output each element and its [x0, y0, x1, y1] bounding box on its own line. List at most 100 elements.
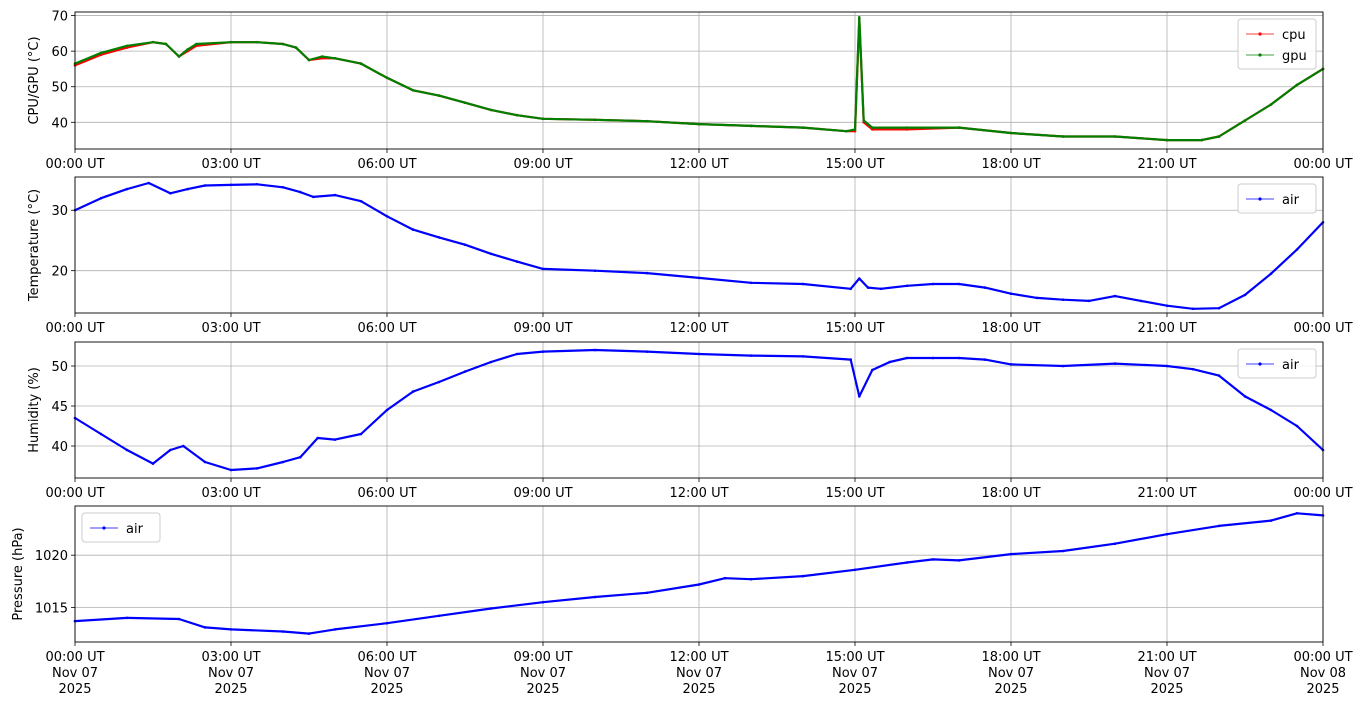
x-tick-label: 09:00 UT Nov 07 2025	[513, 650, 572, 697]
data-point-air	[697, 352, 701, 356]
data-point-air	[316, 436, 320, 440]
data-point-air	[463, 243, 467, 246]
x-tick-label-line: Nov 07	[988, 666, 1034, 681]
x-tick-label-line: Nov 07	[364, 666, 410, 681]
data-point-gpu	[255, 40, 259, 44]
data-point-air	[697, 276, 701, 280]
data-point-gpu	[437, 94, 441, 97]
x-tick-label: 09:00 UT	[513, 486, 572, 501]
x-tick-label: 12:00 UT	[669, 486, 728, 501]
data-point-gpu	[385, 76, 389, 80]
data-point-gpu	[1217, 135, 1221, 138]
data-point-air	[1295, 248, 1299, 251]
data-point-air	[489, 252, 493, 256]
x-tick-label-line: 09:00 UT	[513, 157, 572, 172]
data-point-air	[957, 356, 961, 360]
data-point-air	[437, 236, 441, 239]
data-point-air	[203, 460, 207, 464]
data-point-air	[169, 192, 172, 195]
x-tick-label-line: 06:00 UT	[357, 321, 416, 336]
data-point-gpu	[1200, 138, 1203, 142]
data-point-air	[411, 390, 415, 393]
data-point-air	[1217, 374, 1221, 377]
x-tick-label-line: 2025	[214, 682, 247, 697]
data-point-air	[905, 284, 909, 288]
y-tick-label: 40	[51, 116, 68, 131]
x-tick-label-line: Nov 07	[832, 666, 878, 681]
x-tick-label-line: Nov 07	[52, 666, 98, 681]
legend-box	[81, 512, 161, 543]
data-point-air	[312, 195, 315, 199]
x-tick-label: 06:00 UT Nov 07 2025	[357, 650, 416, 697]
data-point-air	[385, 621, 389, 625]
legend-marker-cpu	[1258, 32, 1262, 36]
x-tick-label-line: 03:00 UT	[201, 650, 260, 665]
data-point-gpu	[853, 128, 857, 131]
data-point-air	[307, 632, 311, 635]
data-point-air	[645, 271, 649, 275]
data-point-gpu	[1009, 131, 1013, 135]
x-tick-label: 03:00 UT Nov 07 2025	[201, 650, 260, 697]
data-point-gpu	[749, 124, 753, 128]
data-point-air	[593, 595, 597, 599]
x-tick-label-line: Nov 08	[1300, 666, 1346, 681]
x-tick-label-line: 03:00 UT	[201, 486, 260, 501]
legend: cpu gpu	[1237, 18, 1317, 70]
data-point-air	[749, 281, 753, 285]
data-point-air	[1217, 306, 1221, 310]
data-point-air	[463, 370, 467, 373]
y-tick-label: 20	[51, 265, 68, 280]
x-tick-label-line: 03:00 UT	[201, 321, 260, 336]
y-tick-label: 50	[51, 360, 68, 375]
x-tick-label: 18:00 UT Nov 07 2025	[981, 650, 1040, 697]
data-point-air	[1087, 299, 1091, 303]
data-point-gpu	[1061, 135, 1065, 138]
data-point-gpu	[593, 118, 597, 122]
x-tick-label-line: 00:00 UT	[1293, 486, 1352, 501]
x-tick-label: 15:00 UT Nov 07 2025	[825, 650, 884, 697]
data-point-air	[801, 282, 805, 286]
x-tick-label: 00:00 UT Nov 07 2025	[45, 650, 104, 697]
x-tick-label: 12:00 UT Nov 07 2025	[669, 650, 728, 697]
x-tick-label: 00:00 UT	[1293, 486, 1352, 501]
data-point-gpu	[164, 42, 168, 46]
x-tick-label-line: 09:00 UT	[513, 650, 572, 665]
data-point-gpu	[333, 57, 337, 60]
x-tick-label: 00:00 UT	[1293, 157, 1352, 172]
data-point-air	[281, 630, 285, 633]
legend-marker-air	[102, 526, 106, 530]
data-point-air	[437, 380, 441, 384]
data-point-air	[1061, 364, 1065, 368]
data-point-air	[299, 190, 302, 194]
series-line-air	[74, 348, 1324, 472]
data-point-air	[255, 467, 259, 470]
x-tick-label-line: Nov 07	[1144, 666, 1190, 681]
data-point-gpu	[1113, 135, 1117, 138]
x-tick-label-line: 21:00 UT	[1137, 157, 1196, 172]
data-point-gpu	[845, 129, 848, 133]
data-point-air	[385, 408, 389, 412]
data-point-air	[1269, 519, 1273, 522]
data-point-gpu	[463, 101, 467, 104]
data-point-air	[931, 356, 935, 360]
x-tick-label: 03:00 UT	[201, 321, 260, 336]
data-point-gpu	[294, 46, 298, 49]
y-tick-label: 40	[51, 440, 68, 455]
panel-3: 00:00 UT 03:00 UT 06:00 UT 09:00 UT 12:00 UT…	[27, 341, 1353, 501]
data-point-air	[593, 269, 597, 273]
x-tick-label: 00:00 UT Nov 08 2025	[1293, 650, 1352, 697]
y-axis-label: Humidity (%)	[27, 367, 42, 453]
data-point-air	[1113, 294, 1117, 298]
legend-label-air: air	[1282, 358, 1300, 373]
data-point-gpu	[862, 119, 865, 122]
data-point-air	[1035, 296, 1039, 300]
panel-1: 00:00 UT 03:00 UT 06:00 UT 09:00 UT 12:00 UT…	[27, 10, 1353, 172]
x-tick-label: 00:00 UT	[45, 486, 104, 501]
data-point-air	[1295, 512, 1299, 515]
x-tick-label-line: 06:00 UT	[357, 486, 416, 501]
x-tick-label-line: 03:00 UT	[201, 157, 260, 172]
data-point-gpu	[871, 126, 874, 129]
x-tick-label: 00:00 UT	[45, 157, 104, 172]
data-point-air	[1009, 292, 1013, 296]
